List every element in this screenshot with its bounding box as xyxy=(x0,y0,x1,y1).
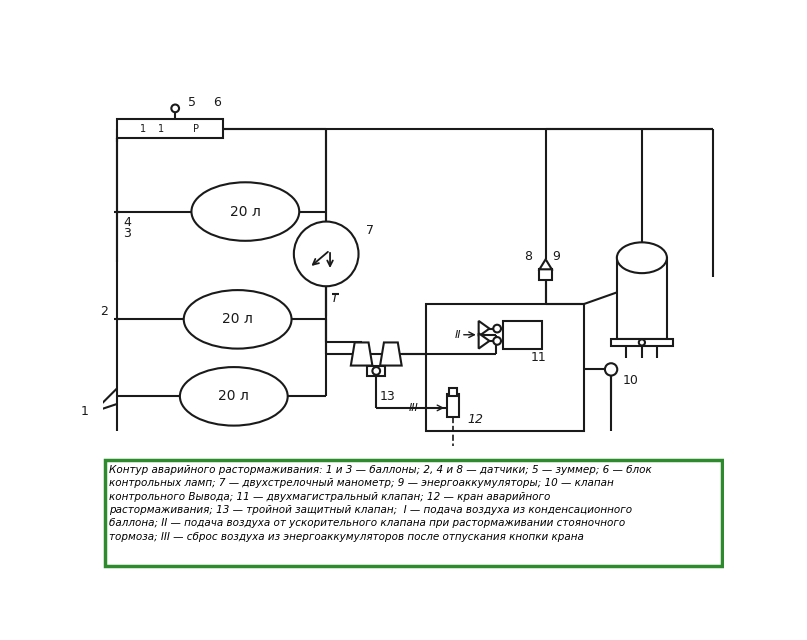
Polygon shape xyxy=(479,321,489,336)
Circle shape xyxy=(294,221,358,286)
Text: 11: 11 xyxy=(530,351,546,364)
Text: Контур аварийного растормаживания: 1 и 3 — баллоны; 2, 4 и 8 — датчики; 5 — зумм: Контур аварийного растормаживания: 1 и 3… xyxy=(109,465,652,541)
Text: 10: 10 xyxy=(623,374,638,387)
Circle shape xyxy=(372,367,380,375)
Text: II: II xyxy=(454,330,461,340)
Text: 20 л: 20 л xyxy=(222,312,253,326)
Polygon shape xyxy=(540,259,552,269)
Text: 6: 6 xyxy=(214,96,221,109)
Text: 13: 13 xyxy=(380,390,396,403)
Polygon shape xyxy=(479,333,489,349)
Text: 3: 3 xyxy=(123,227,131,239)
Polygon shape xyxy=(351,342,372,365)
Bar xyxy=(426,304,584,431)
Ellipse shape xyxy=(191,182,299,241)
Circle shape xyxy=(605,364,617,376)
Text: 9: 9 xyxy=(552,250,560,262)
Bar xyxy=(504,321,541,349)
Bar xyxy=(617,258,667,339)
Circle shape xyxy=(493,324,501,332)
Bar xyxy=(540,269,552,280)
Bar xyxy=(447,394,459,417)
Ellipse shape xyxy=(184,290,291,349)
FancyBboxPatch shape xyxy=(105,460,722,566)
Text: 20 л: 20 л xyxy=(230,205,261,218)
Text: 12: 12 xyxy=(467,413,483,426)
Text: 1: 1 xyxy=(140,124,146,134)
Ellipse shape xyxy=(617,243,667,273)
Text: 4: 4 xyxy=(123,216,131,229)
Ellipse shape xyxy=(180,367,287,426)
Text: III: III xyxy=(409,403,419,413)
Text: 5: 5 xyxy=(188,96,196,109)
Circle shape xyxy=(493,337,501,345)
Bar xyxy=(449,388,457,396)
Bar xyxy=(367,365,386,376)
Text: P: P xyxy=(194,124,199,134)
Text: 8: 8 xyxy=(524,250,532,262)
Text: 1: 1 xyxy=(81,405,88,419)
Polygon shape xyxy=(380,342,402,365)
Circle shape xyxy=(639,339,645,346)
Text: 2: 2 xyxy=(99,305,107,318)
Text: 20 л: 20 л xyxy=(219,389,249,403)
Bar xyxy=(117,119,223,138)
Text: I: I xyxy=(332,292,336,305)
Text: 7: 7 xyxy=(366,224,374,237)
Text: 1: 1 xyxy=(158,124,164,134)
Bar xyxy=(611,339,673,346)
Circle shape xyxy=(171,104,179,112)
